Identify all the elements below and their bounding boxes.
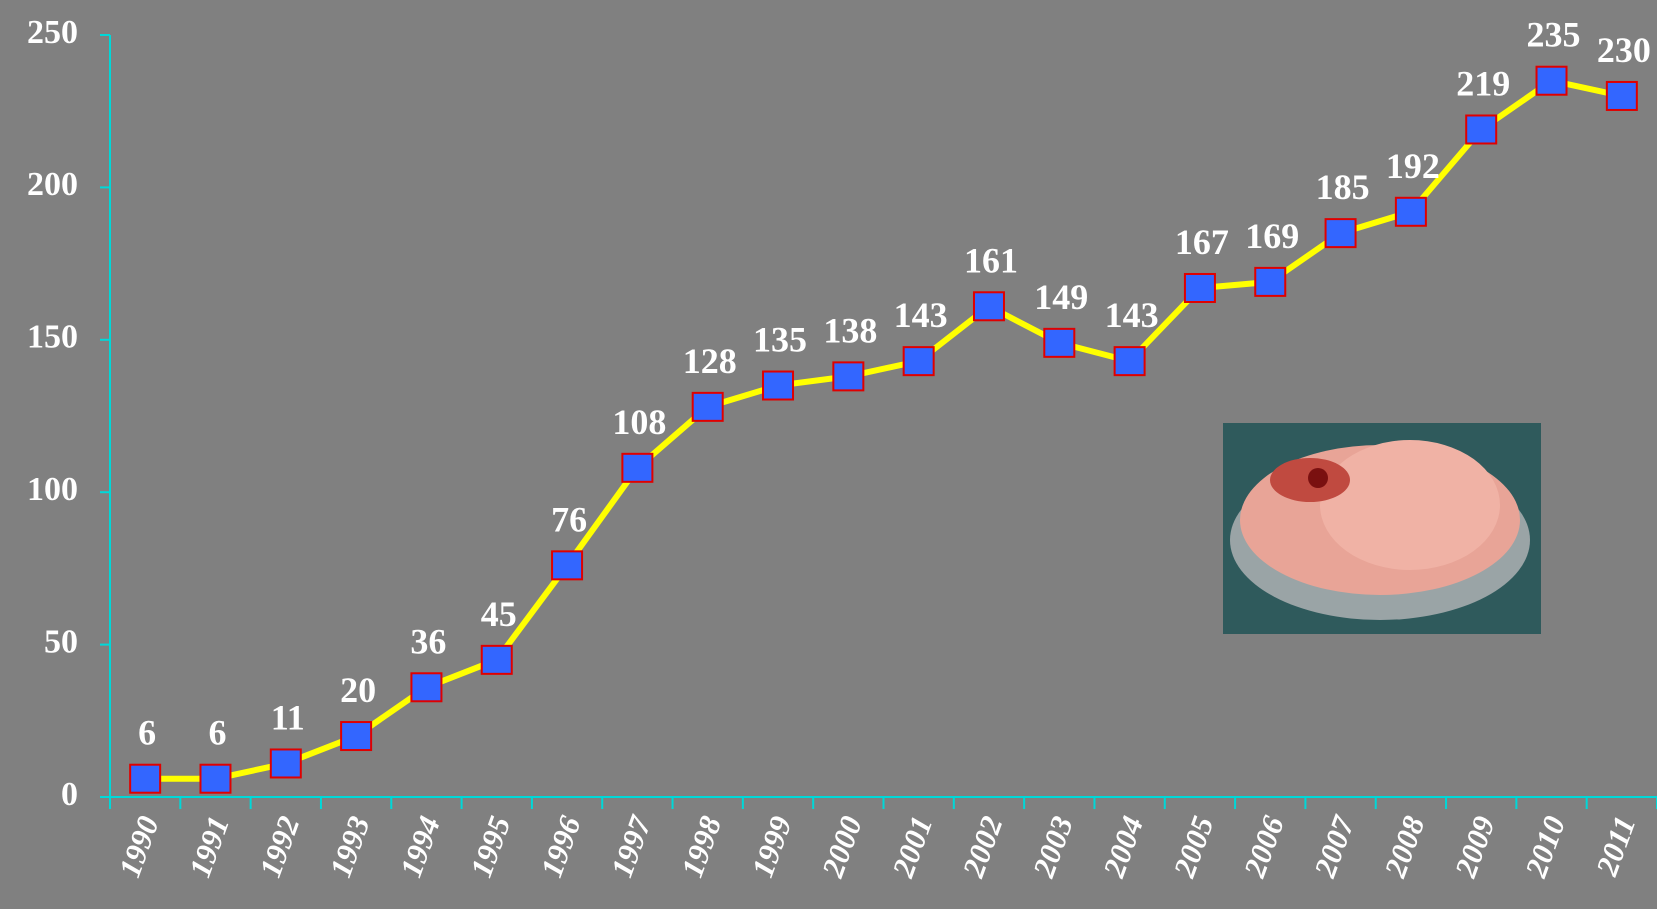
data-label: 76 — [551, 499, 587, 539]
data-label: 167 — [1175, 222, 1229, 262]
marker — [340, 721, 373, 752]
data-label: 235 — [1527, 15, 1581, 55]
data-label: 143 — [894, 295, 948, 335]
data-label: 128 — [683, 341, 737, 381]
inset-photo — [1223, 423, 1541, 634]
data-label: 161 — [964, 240, 1018, 280]
data-label: 108 — [612, 402, 666, 442]
line — [145, 77, 1623, 782]
data-label: 45 — [481, 594, 517, 634]
marker — [1183, 272, 1216, 303]
data-label: 149 — [1034, 277, 1088, 317]
marker — [129, 763, 162, 794]
marker — [269, 748, 302, 779]
data-label: 143 — [1105, 295, 1159, 335]
marker — [691, 391, 724, 422]
data-label: 11 — [271, 697, 305, 737]
marker — [1535, 65, 1568, 96]
data-label: 230 — [1597, 30, 1651, 70]
marker — [972, 291, 1005, 322]
marker — [1043, 327, 1076, 358]
data-label: 6 — [138, 713, 156, 753]
marker — [199, 763, 232, 794]
marker — [902, 346, 935, 377]
marker — [621, 452, 654, 483]
y-tick-label: 100 — [27, 471, 78, 508]
marker — [480, 644, 513, 675]
marker — [1113, 346, 1146, 377]
marker — [1394, 196, 1427, 227]
y-tick-label: 150 — [27, 319, 78, 356]
marker — [1605, 80, 1638, 111]
data-label: 138 — [823, 310, 877, 350]
marker — [832, 361, 865, 392]
marker — [762, 370, 795, 401]
data-label: 192 — [1386, 146, 1440, 186]
marker — [1324, 218, 1357, 249]
data-label: 185 — [1316, 167, 1370, 207]
data-label: 135 — [753, 320, 807, 360]
data-label: 169 — [1245, 216, 1299, 256]
data-label: 36 — [410, 621, 446, 661]
data-label: 20 — [340, 670, 376, 710]
y-tick-label: 0 — [61, 776, 78, 813]
marker — [1465, 114, 1498, 145]
y-tick-label: 50 — [44, 623, 78, 660]
marker — [551, 550, 584, 581]
marker — [1254, 266, 1287, 297]
y-tick-label: 200 — [27, 166, 78, 203]
y-tick-label: 250 — [27, 14, 78, 51]
marker — [410, 672, 443, 703]
data-label: 6 — [208, 713, 226, 753]
data-label: 219 — [1456, 63, 1510, 103]
